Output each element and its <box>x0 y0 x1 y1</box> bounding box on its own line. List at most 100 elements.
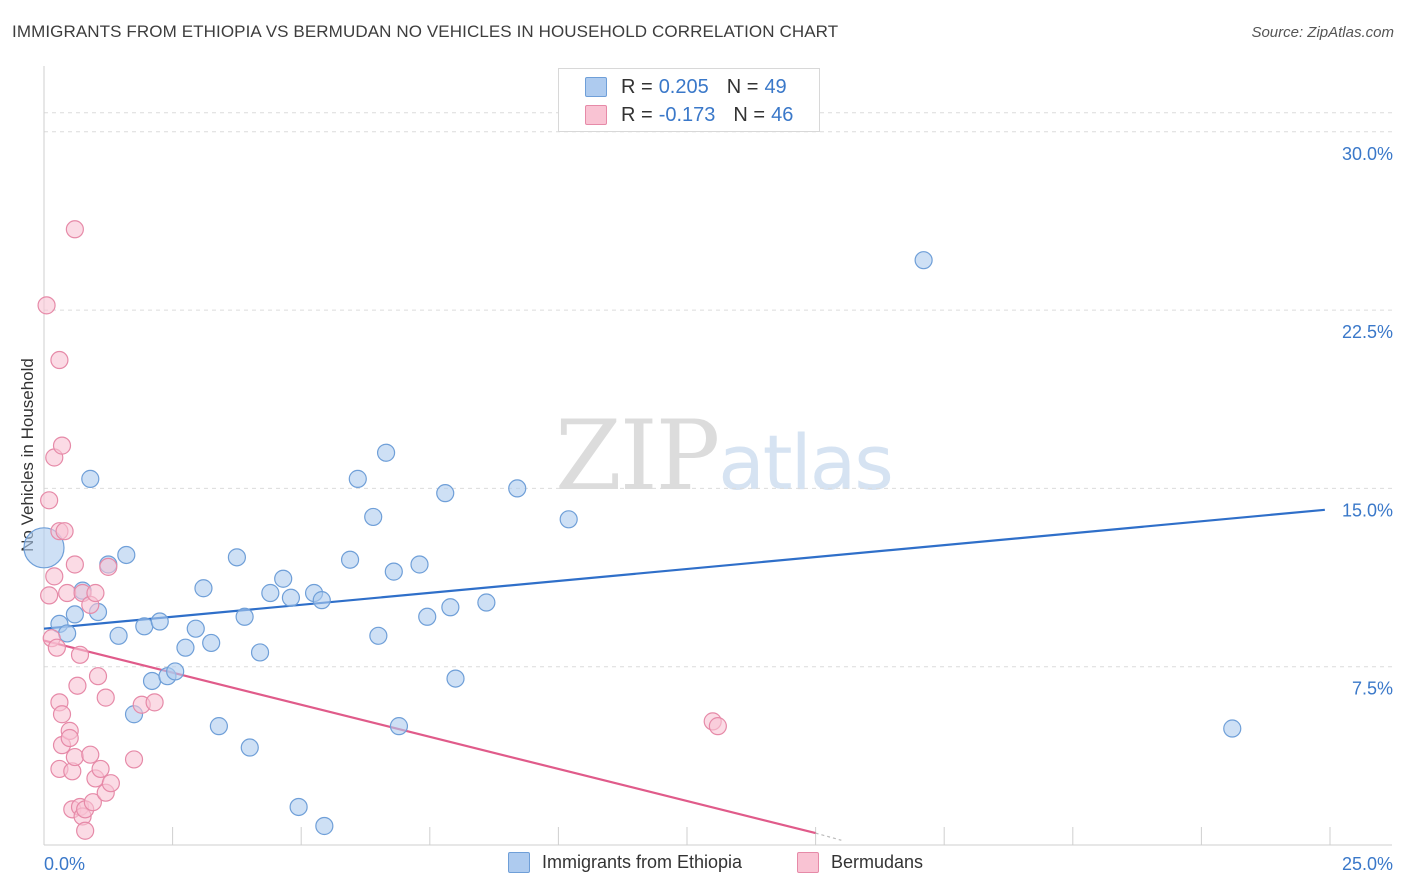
ethiopia-point <box>250 643 270 662</box>
legend-r-value-bermudans: -0.173 <box>658 103 716 126</box>
legend-n-value-ethiopia: 49 <box>764 75 787 98</box>
bermudans-point <box>40 491 59 510</box>
legend-row-bermudans: R = -0.173 N = 46 <box>585 103 793 127</box>
ethiopia-point <box>142 671 162 691</box>
bermudans-point <box>145 693 164 712</box>
bermudans-point <box>55 522 74 541</box>
bermudans-point <box>60 728 79 748</box>
ethiopia-point <box>194 579 213 598</box>
ethiopia-point <box>410 555 429 574</box>
bermudans-point <box>101 774 120 793</box>
ethiopia-point <box>441 598 460 617</box>
ethiopia-point <box>281 588 301 607</box>
ethiopia-point <box>384 562 403 581</box>
y-tick-label: 15.0% <box>1342 500 1393 520</box>
series-swatch-ethiopia <box>508 852 530 873</box>
axes <box>43 66 1392 846</box>
legend-swatch-bermudans <box>585 105 607 125</box>
bermudans-point <box>47 638 66 657</box>
ethiopia-point <box>289 797 308 817</box>
chart-title: IMMIGRANTS FROM ETHIOPIA VS BERMUDAN NO … <box>12 22 839 41</box>
bermudans-point <box>50 350 69 370</box>
ethiopia-point <box>235 607 254 626</box>
legend-row-ethiopia: R = 0.205 N = 49 <box>585 75 787 99</box>
bermudans-point <box>52 705 72 724</box>
series-legend-ethiopia: Immigrants from Ethiopia <box>508 852 742 873</box>
ethiopia-point <box>202 633 221 653</box>
ethiopia-point <box>348 469 367 488</box>
bermudans-point <box>65 220 84 239</box>
x-tick-label: 25.0% <box>1342 854 1393 874</box>
bermudans-point <box>88 667 108 686</box>
bermudans-point <box>65 747 84 767</box>
bermudans-point <box>70 645 90 664</box>
bermudans-trend-extension <box>815 832 842 841</box>
ethiopia-point <box>559 510 578 529</box>
ethiopia-point <box>508 479 527 498</box>
ethiopia-point <box>315 816 334 836</box>
source-label: Source: ZipAtlas.com <box>1251 24 1394 41</box>
legend-swatch-ethiopia <box>585 77 607 97</box>
bermudans-point <box>52 436 72 455</box>
series-label-bermudans: Bermudans <box>831 852 924 872</box>
ethiopia-point <box>65 605 84 624</box>
grid-lines <box>44 112 1392 668</box>
ethiopia-point <box>186 619 205 638</box>
x-tick-label: 0.0% <box>44 854 85 874</box>
data-points <box>23 220 1242 840</box>
series-label-ethiopia: Immigrants from Ethiopia <box>542 852 743 872</box>
legend-r-value-ethiopia: 0.205 <box>658 75 709 98</box>
ethiopia-point <box>477 593 496 612</box>
bermudans-point <box>96 688 115 707</box>
tick-labels: 7.5% 15.0% 22.5% 30.0% 0.0% 25.0% <box>44 144 1393 874</box>
ethiopia-point <box>227 548 246 567</box>
bermudans-point <box>91 759 110 779</box>
ethiopia-point <box>209 717 228 736</box>
bermudans-point <box>37 296 56 315</box>
bermudans-point <box>81 745 100 764</box>
ethiopia-point <box>914 251 933 270</box>
bermudans-point <box>708 717 727 736</box>
ethiopia-point <box>274 569 293 588</box>
correlation-legend: R = 0.205 N = 49 R = -0.173 N = 46 <box>558 68 820 132</box>
ethiopia-point <box>418 607 437 626</box>
ethiopia-point <box>364 507 383 527</box>
ethiopia-point <box>81 469 100 488</box>
bermudans-point <box>124 750 144 769</box>
bermudans-point <box>40 586 59 605</box>
legend-n-label: N = <box>733 103 766 126</box>
legend-n-label: N = <box>726 75 759 98</box>
ethiopia-point <box>240 738 259 757</box>
series-legend-bermudans: Bermudans <box>797 852 923 873</box>
ethiopia-point <box>312 591 331 610</box>
ethiopia-point <box>176 638 195 657</box>
series-swatch-bermudans <box>797 852 819 873</box>
ethiopia-point <box>446 669 465 688</box>
ethiopia-point <box>1223 719 1242 738</box>
bermudans-point <box>58 583 77 603</box>
ethiopia-point <box>340 550 360 569</box>
y-tick-label: 22.5% <box>1342 322 1393 342</box>
bermudans-point <box>86 583 105 603</box>
ethiopia-point <box>117 545 136 565</box>
legend-n-value-bermudans: 46 <box>771 103 794 126</box>
bermudans-point <box>83 793 102 812</box>
ethiopia-point <box>150 612 169 631</box>
bermudans-point <box>45 567 64 586</box>
ethiopia-trend-line <box>43 508 1325 630</box>
bermudans-trend-line <box>43 639 816 835</box>
y-tick-label: 7.5% <box>1352 679 1393 699</box>
bermudans-point <box>65 555 84 574</box>
ethiopia-point <box>376 443 396 462</box>
legend-r-label: R = <box>621 75 653 98</box>
bermudans-point <box>99 557 118 576</box>
ethiopia-point <box>436 484 455 503</box>
ethiopia-point <box>109 626 128 645</box>
bermudans-point <box>76 821 95 840</box>
ethiopia-point <box>166 662 185 681</box>
ethiopia-point <box>369 626 388 645</box>
ethiopia-point <box>58 624 77 643</box>
y-tick-label: 30.0% <box>1342 144 1393 164</box>
bermudans-point <box>68 676 87 695</box>
